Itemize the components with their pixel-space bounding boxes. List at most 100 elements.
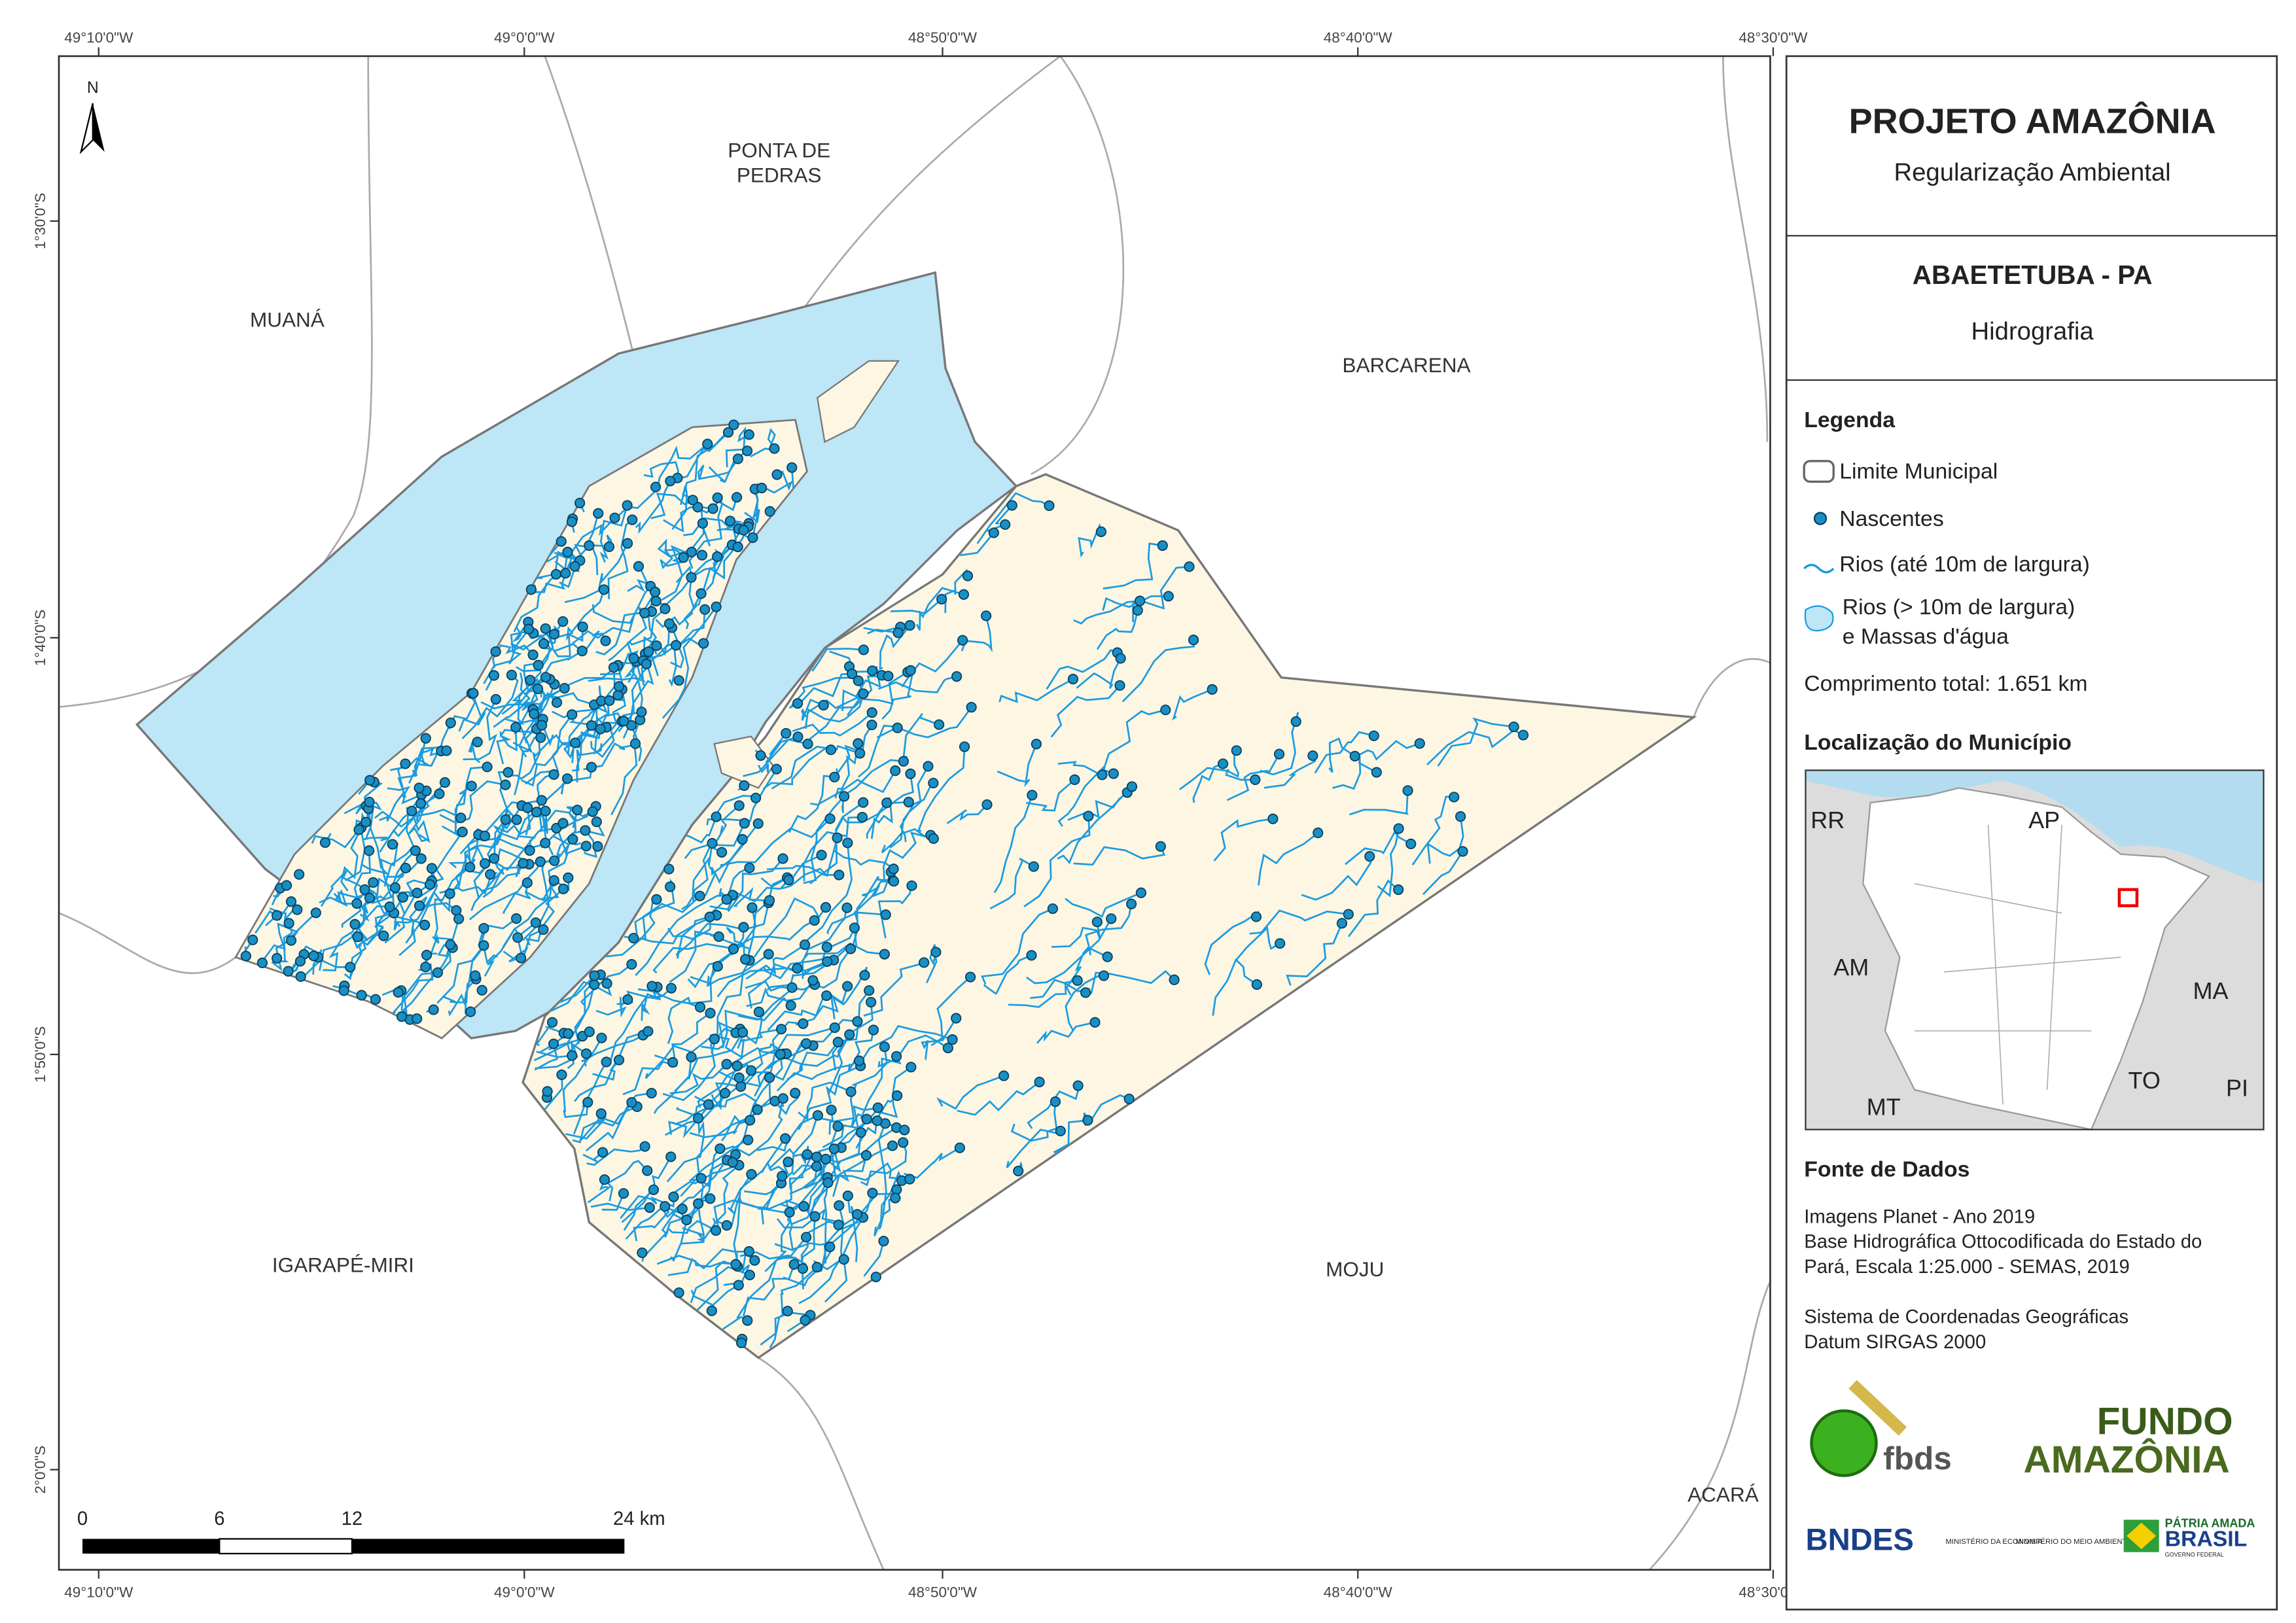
legend-item: e Massas d'água — [1843, 624, 2009, 649]
spring — [712, 551, 723, 562]
river — [798, 1217, 864, 1304]
spring — [516, 952, 527, 964]
spring — [839, 791, 850, 802]
spring — [878, 1236, 889, 1247]
spring — [1188, 635, 1199, 646]
spring — [832, 1036, 843, 1048]
river — [496, 727, 518, 765]
spring — [650, 595, 662, 606]
river — [738, 1021, 804, 1092]
river — [860, 1142, 908, 1187]
spring — [853, 738, 864, 749]
spring — [818, 699, 829, 711]
spring — [532, 683, 544, 695]
spring — [1414, 738, 1425, 749]
spring — [283, 918, 294, 929]
spring — [1184, 561, 1195, 572]
spring — [1250, 774, 1261, 785]
spring — [586, 720, 597, 731]
river — [518, 650, 583, 706]
spring — [755, 750, 766, 761]
spring — [743, 1246, 754, 1257]
spring — [563, 1028, 574, 1039]
spring — [595, 724, 606, 735]
spring — [966, 702, 977, 713]
north-arrow-left — [79, 103, 94, 154]
spring — [880, 909, 891, 920]
spring — [609, 512, 620, 523]
river — [1122, 640, 1195, 703]
river — [576, 716, 607, 782]
river — [281, 922, 293, 962]
river — [554, 630, 607, 654]
river — [641, 986, 661, 1021]
location-title: Localização do Município — [1804, 730, 2072, 755]
spring — [633, 561, 645, 572]
spring — [414, 782, 425, 794]
spring — [349, 918, 361, 930]
spring — [589, 979, 600, 990]
spring — [702, 438, 713, 449]
spring — [574, 497, 586, 509]
spring — [584, 540, 595, 551]
spring — [562, 546, 573, 558]
river — [716, 960, 828, 998]
source-line: Pará, Escala 1:25.000 - SEMAS, 2019 — [1804, 1257, 2130, 1278]
spring — [1013, 1166, 1024, 1177]
spring — [1307, 750, 1318, 761]
river — [1349, 790, 1409, 816]
spring — [699, 604, 711, 615]
river — [792, 1193, 874, 1251]
spring — [866, 996, 877, 1008]
river — [753, 897, 827, 958]
spring — [1251, 979, 1262, 990]
spring — [838, 1254, 849, 1265]
spring — [538, 638, 550, 650]
spring — [724, 515, 736, 527]
spring — [563, 872, 574, 883]
spring — [681, 1214, 692, 1225]
spring — [434, 788, 445, 799]
spring — [821, 990, 832, 1002]
spring — [421, 949, 433, 961]
north-label: N — [87, 79, 99, 97]
spring — [1034, 1076, 1045, 1088]
spring — [816, 850, 827, 861]
spring — [802, 739, 813, 750]
spring — [548, 1038, 559, 1049]
spring — [522, 802, 533, 813]
river — [590, 711, 642, 758]
spring — [954, 1142, 965, 1153]
spring — [1393, 823, 1404, 834]
river — [565, 1092, 652, 1140]
spring — [888, 876, 900, 887]
scale-bar — [82, 1538, 625, 1555]
river — [697, 458, 739, 480]
coordinate-label: 1°40'0"S — [32, 610, 48, 666]
river — [573, 1061, 607, 1135]
spring — [1067, 674, 1079, 685]
spring — [281, 880, 292, 891]
spring — [891, 1051, 902, 1062]
spring — [295, 971, 306, 982]
spring — [524, 845, 535, 856]
spring — [1091, 916, 1103, 928]
coordinate-label: 48°40'0"W — [1324, 1584, 1393, 1601]
spring — [824, 813, 836, 824]
spring — [646, 1087, 657, 1099]
spring — [785, 1000, 796, 1011]
state-label: AP — [2028, 807, 2060, 833]
river — [720, 1077, 771, 1142]
river — [1213, 818, 1273, 862]
river — [643, 461, 679, 478]
spring — [1050, 1096, 1061, 1108]
river — [1046, 649, 1118, 690]
river — [813, 1214, 859, 1270]
river — [645, 1038, 715, 1079]
state-label: MA — [2193, 977, 2228, 1004]
river — [481, 918, 517, 964]
spring — [1006, 500, 1017, 511]
river — [387, 786, 422, 805]
river — [1234, 926, 1280, 962]
spring — [470, 970, 481, 981]
